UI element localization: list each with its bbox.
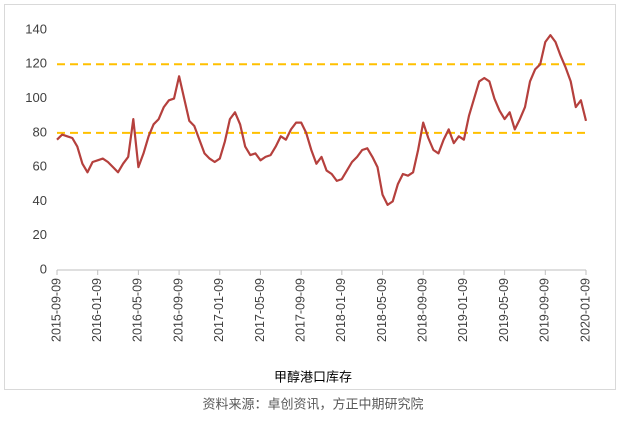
x-tick-label: 2017-01-09 — [212, 278, 226, 342]
chart-border — [4, 4, 616, 390]
x-tick-label: 2019-09-09 — [538, 278, 552, 342]
x-tick-label: 2016-09-09 — [171, 278, 185, 342]
chart-title: 甲醇港口库存 — [274, 369, 352, 384]
source-note: 资料来源：卓创资讯，方正中期研究院 — [202, 396, 423, 411]
x-tick-label: 2018-09-09 — [416, 278, 430, 342]
y-tick-label: 120 — [25, 56, 47, 71]
y-tick-label: 140 — [25, 21, 47, 36]
x-tick-label: 2017-09-09 — [293, 278, 307, 342]
y-tick-label: 0 — [40, 261, 47, 276]
x-tick-label: 2017-05-09 — [253, 278, 267, 342]
x-tick-label: 2018-05-09 — [375, 278, 389, 342]
series-line — [56, 34, 588, 206]
x-tick-label: 2019-05-09 — [497, 278, 511, 342]
x-tick-label: 2020-01-09 — [578, 278, 592, 342]
x-tick-label: 2015-09-09 — [49, 278, 63, 342]
x-tick-label: 2018-01-09 — [334, 278, 348, 342]
x-tick-label: 2019-01-09 — [456, 278, 470, 342]
x-tick-label: 2016-05-09 — [131, 278, 145, 342]
y-tick-label: 40 — [33, 193, 47, 208]
y-tick-label: 60 — [33, 159, 47, 174]
x-tick-label: 2016-01-09 — [90, 278, 104, 342]
y-tick-label: 80 — [33, 124, 47, 139]
y-tick-label: 100 — [25, 90, 47, 105]
y-tick-label: 20 — [33, 227, 47, 242]
